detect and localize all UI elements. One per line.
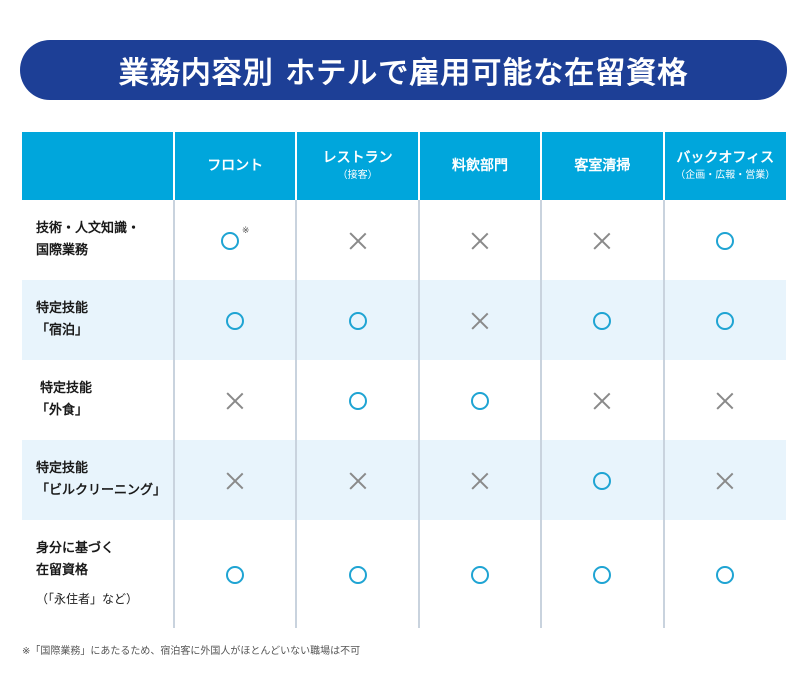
table-cell xyxy=(540,440,664,520)
cross-mark-icon xyxy=(349,232,367,250)
column-header-restaurant: レストラン （接客） xyxy=(295,132,419,200)
circle-mark-icon xyxy=(593,311,612,330)
column-header-label: 料飲部門 xyxy=(451,158,508,174)
circle-mark-icon xyxy=(716,311,735,330)
table-cell xyxy=(540,520,664,628)
table-row: 身分に基づく 在留資格 （「永住者」など） xyxy=(22,520,786,628)
circle-mark-icon xyxy=(220,231,239,250)
cross-mark-icon xyxy=(226,392,244,410)
table-cell xyxy=(295,520,419,628)
table-cell: ※ xyxy=(172,200,297,280)
table-cell xyxy=(662,280,786,360)
table-cell xyxy=(172,360,297,440)
table-cell xyxy=(295,440,419,520)
cross-mark-icon xyxy=(471,472,489,490)
footnote: ※「国際業務」にあたるため、宿泊客に外国人がほとんどいない職場は不可 xyxy=(22,646,361,657)
row-label-engineer-humanities: 技術・人文知識・ 国際業務 xyxy=(22,200,174,280)
column-header-housekeeping: 客室清掃 xyxy=(540,132,664,200)
column-header-label: フロント xyxy=(207,158,264,174)
table-cell xyxy=(662,360,786,440)
column-header-label: 客室清掃 xyxy=(574,158,631,174)
row-label-line: 「外食」 xyxy=(36,403,89,418)
circle-mark-icon xyxy=(348,311,367,330)
row-label-ssw-food-service: 特定技能 「外食」 xyxy=(22,360,174,440)
column-header-label: バックオフィス xyxy=(676,150,775,166)
row-label-line: 「ビルクリーニング」 xyxy=(36,483,167,498)
cross-mark-icon xyxy=(471,232,489,250)
circle-mark-icon xyxy=(716,231,735,250)
column-header-front: フロント xyxy=(172,132,297,200)
page-title: 業務内容別 ホテルで雇用可能な在留資格 xyxy=(118,56,689,91)
circle-mark-icon xyxy=(348,565,367,584)
table-cell xyxy=(662,200,786,280)
table-cell xyxy=(662,520,786,628)
cross-mark-icon xyxy=(593,392,611,410)
circle-mark-icon xyxy=(716,565,735,584)
table-cell xyxy=(540,280,664,360)
row-label-ssw-accommodation: 特定技能 「宿泊」 xyxy=(22,280,174,360)
column-header-sublabel: （接客） xyxy=(337,170,378,181)
circle-mark-icon xyxy=(593,565,612,584)
table-cell xyxy=(540,200,664,280)
header-corner-cell xyxy=(22,132,174,200)
row-label-line: 国際業務 xyxy=(36,243,89,258)
cross-mark-icon xyxy=(226,472,244,490)
row-label-status-based: 身分に基づく 在留資格 （「永住者」など） xyxy=(22,520,174,628)
note-marker: ※ xyxy=(241,226,250,237)
circle-mark-icon xyxy=(348,391,367,410)
circle-mark-icon xyxy=(226,565,245,584)
column-header-sublabel: （企画・広報・営業） xyxy=(675,170,776,181)
table-cell xyxy=(172,280,297,360)
column-header-back-office: バックオフィス （企画・広報・営業） xyxy=(662,132,786,200)
table-row: 技術・人文知識・ 国際業務 ※ xyxy=(22,200,786,280)
cross-mark-icon xyxy=(716,472,734,490)
row-label-line: 在留資格 xyxy=(36,563,89,578)
cross-mark-icon xyxy=(471,312,489,330)
row-label-ssw-building-cleaning: 特定技能 「ビルクリーニング」 xyxy=(22,440,174,520)
row-label-line: 技術・人文知識・ xyxy=(36,221,141,236)
circle-mark-icon xyxy=(226,311,245,330)
cross-mark-icon xyxy=(593,232,611,250)
row-label-line: 特定技能 xyxy=(36,461,89,476)
table-cell xyxy=(662,440,786,520)
row-label-line: 特定技能 xyxy=(40,381,93,396)
table-cell xyxy=(295,200,419,280)
table-cell xyxy=(172,440,297,520)
circle-mark-icon xyxy=(593,471,612,490)
table-cell xyxy=(417,440,542,520)
title-banner: 業務内容別 ホテルで雇用可能な在留資格 xyxy=(20,40,787,100)
column-header-food-beverage: 料飲部門 xyxy=(417,132,542,200)
table-cell xyxy=(417,200,542,280)
circle-mark-icon xyxy=(470,565,489,584)
visa-matrix-table: フロント レストラン （接客） 料飲部門 客室清掃 バックオフィス （企画・広報… xyxy=(22,132,786,628)
table-row: 特定技能 「ビルクリーニング」 xyxy=(22,440,786,520)
table-cell xyxy=(295,360,419,440)
table-row: 特定技能 「宿泊」 xyxy=(22,280,786,360)
circle-mark-icon xyxy=(470,391,489,410)
table-cell xyxy=(295,280,419,360)
column-header-label: レストラン xyxy=(322,150,393,166)
table-cell xyxy=(540,360,664,440)
table-row: 特定技能 「外食」 xyxy=(22,360,786,440)
row-label-line: 身分に基づく xyxy=(36,541,115,556)
table-cell xyxy=(417,280,542,360)
row-label-line: 特定技能 xyxy=(36,301,89,316)
table-cell xyxy=(417,520,542,628)
table-header-row: フロント レストラン （接客） 料飲部門 客室清掃 バックオフィス （企画・広報… xyxy=(22,132,786,200)
cross-mark-icon xyxy=(716,392,734,410)
row-label-note: （「永住者」など） xyxy=(36,592,139,606)
row-label-line: 「宿泊」 xyxy=(36,323,89,338)
table-cell xyxy=(172,520,297,628)
cross-mark-icon xyxy=(349,472,367,490)
table-cell xyxy=(417,360,542,440)
